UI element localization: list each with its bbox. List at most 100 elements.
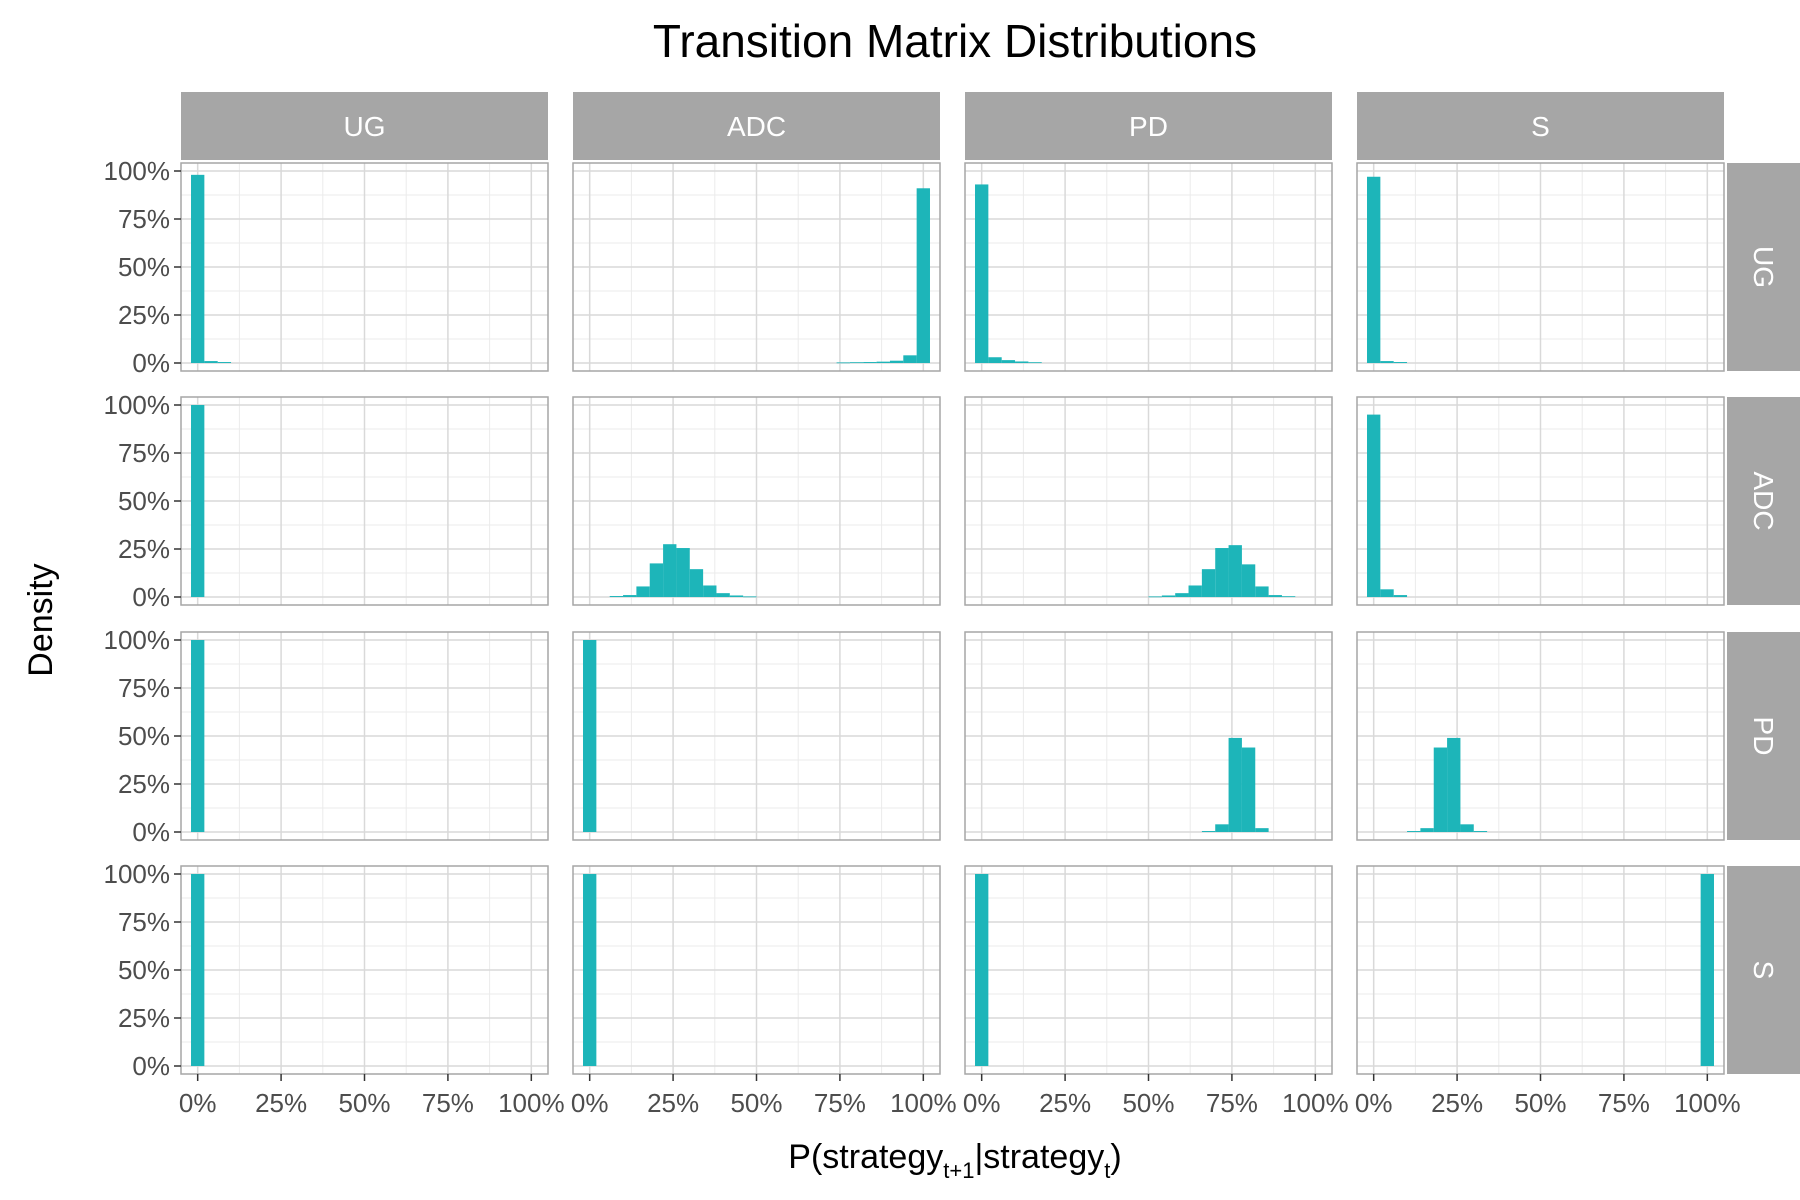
facet-panel [180,865,549,1075]
x-tick-label: 50% [730,1088,782,1118]
y-tick-label: 75% [118,673,170,703]
x-tick-label: 25% [1431,1088,1483,1118]
histogram-bar [1255,586,1269,597]
histogram-bar [1393,362,1408,363]
histogram-bar [191,640,205,832]
x-axis-title-main: P(strategy [788,1138,943,1176]
facet-panel [572,865,941,1075]
x-tick-label: 25% [1039,1088,1091,1118]
histogram-bar [1281,596,1296,598]
y-tick-label: 50% [118,252,170,282]
row-strip-label: PD [1748,717,1779,756]
y-tick-label: 75% [118,204,170,234]
histogram-bar [975,184,989,363]
histogram-bar [1473,831,1488,832]
histogram-bar [583,640,597,832]
y-tick-label: 25% [118,534,170,564]
histogram-bar [1201,831,1216,832]
row-strip-label: UG [1748,246,1779,288]
histogram-bar [729,595,744,597]
facet-panel [572,162,941,372]
histogram-bar [217,362,232,363]
facet-panel [572,631,941,841]
x-tick-label: 50% [1514,1088,1566,1118]
row-strip [1727,397,1800,605]
histogram-bar [1175,593,1189,597]
histogram-bar [1447,737,1461,832]
facet-panel [1356,162,1725,372]
column-strip [965,92,1332,160]
panel-border [1356,631,1725,841]
histogram-bar [1420,828,1434,832]
y-tick-label: 0% [132,582,170,612]
facet-panel [180,162,549,372]
chart-title: Transition Matrix Distributions [653,15,1257,67]
histogram-bar [988,357,1002,363]
histogram-bar [191,874,205,1066]
histogram-bar [876,361,890,363]
y-tick-label: 75% [118,438,170,468]
histogram-bar [836,362,850,364]
histogram-bar [649,563,664,597]
facet-panel [964,865,1333,1075]
facet-panel [964,396,1333,606]
x-tick-label: 50% [1122,1088,1174,1118]
histogram-bar [1161,595,1176,597]
histogram-bar [191,405,205,597]
histogram-bar [583,874,597,1066]
y-tick-label: 100% [104,390,171,420]
y-tick-label: 0% [132,1051,170,1081]
x-tick-label: 75% [1598,1088,1650,1118]
histogram-bar [1201,569,1216,597]
x-tick-label: 0% [179,1088,217,1118]
histogram-bar [676,548,690,597]
histogram-bar [849,362,864,364]
histogram-bar [903,355,917,363]
histogram-bar [1268,595,1282,597]
column-strip-label: UG [344,111,386,142]
panel-border [964,631,1333,841]
histogram-bar [1015,361,1029,363]
panel-border [572,162,941,372]
y-tick-label: 25% [118,769,170,799]
column-strip [573,92,940,160]
histogram-bar [703,585,717,597]
x-axis-title-sub2: t [1104,1158,1110,1183]
column-strip [1357,92,1724,160]
x-tick-label: 0% [963,1088,1001,1118]
y-tick-label: 50% [118,721,170,751]
histogram-bar [1380,589,1394,597]
histogram-bar [1188,585,1202,597]
facet-panel [1356,865,1725,1075]
facet-grid: UG ADC PD SUGADCPDS0%25%50%75%100%0%25%50%7… [104,92,1800,1118]
x-axis-title-mid: |strategy [974,1138,1104,1176]
histogram-bar [1255,828,1269,832]
x-tick-label: 50% [338,1088,390,1118]
histogram-bar [1367,176,1381,363]
histogram-bar [1001,360,1016,363]
x-tick-label: 75% [422,1088,474,1118]
x-axis-title: P(strategyt+1|strategyt) [788,1138,1121,1183]
histogram-bar [743,596,757,598]
histogram-bar [1407,831,1421,832]
facet-panel [1356,396,1725,606]
histogram-bar [1215,824,1229,832]
x-tick-label: 25% [647,1088,699,1118]
x-tick-label: 100% [1282,1088,1349,1118]
histogram-bar [1228,737,1242,832]
histogram-bar [863,362,877,363]
histogram-bar [636,586,650,597]
x-tick-label: 0% [1355,1088,1393,1118]
column-strip-label: PD [1129,111,1168,142]
panel-border [964,162,1333,372]
histogram-bar [916,188,930,363]
x-tick-label: 0% [571,1088,609,1118]
histogram-bar [1700,874,1714,1066]
x-axis-title-sub1: t+1 [943,1158,974,1183]
y-tick-label: 25% [118,300,170,330]
histogram-bar [191,174,205,363]
row-strip [1727,163,1800,371]
x-tick-label: 100% [1674,1088,1741,1118]
y-tick-label: 50% [118,955,170,985]
